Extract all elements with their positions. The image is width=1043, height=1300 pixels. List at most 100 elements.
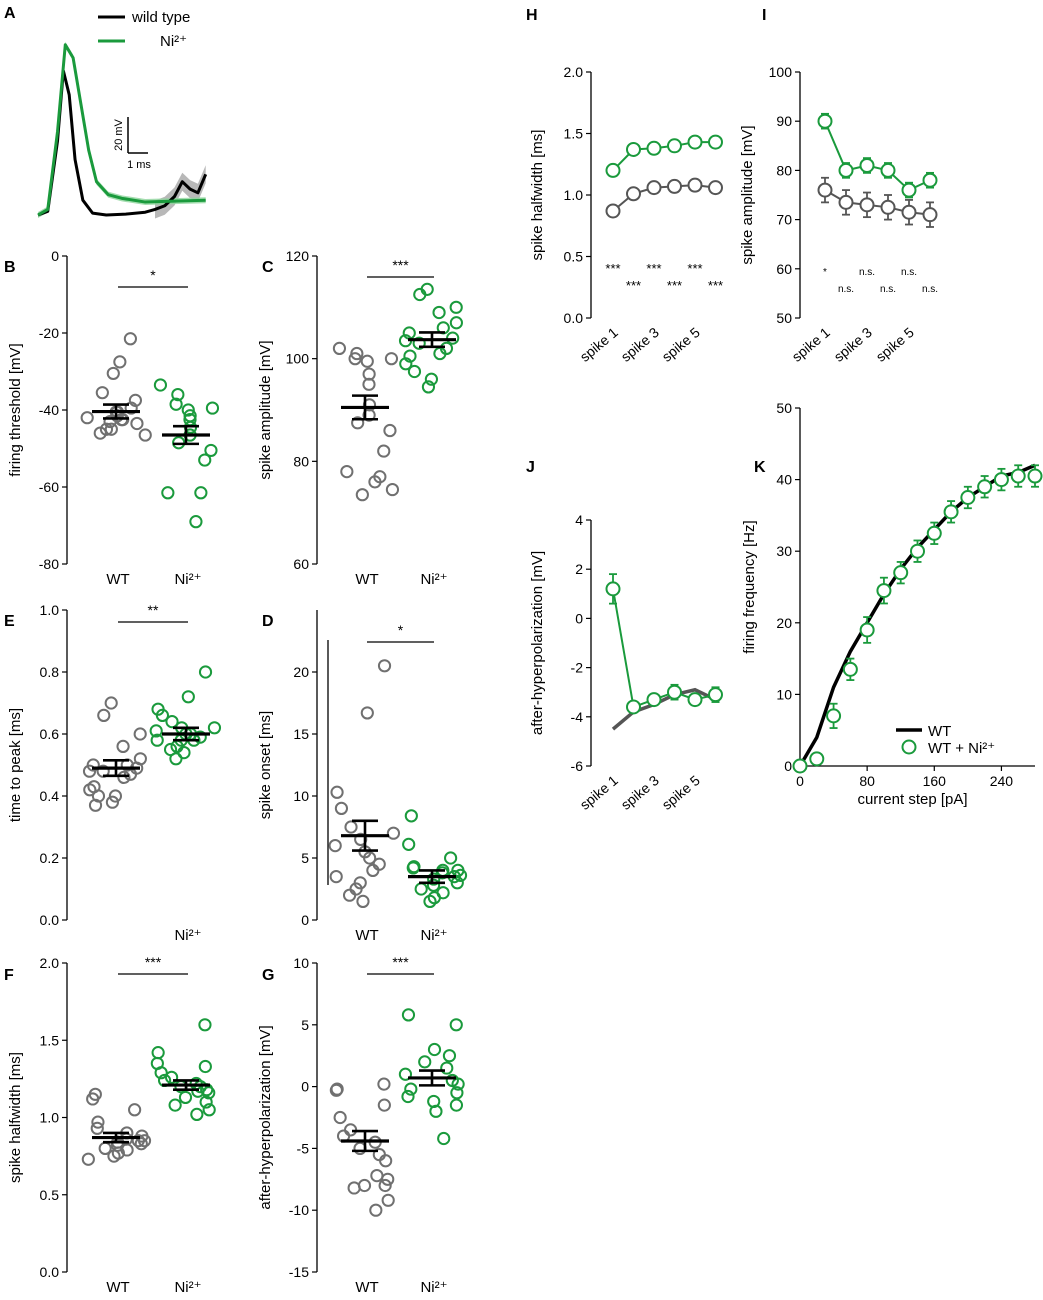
x-tick-label: 80 (859, 773, 875, 789)
data-point (108, 789, 123, 803)
y-tick-label: -80 (39, 556, 59, 572)
data-point (605, 581, 621, 597)
scalebar-h-label: 1 ms (127, 159, 151, 171)
data-point (164, 1070, 179, 1084)
data-point (105, 795, 120, 809)
data-point (687, 177, 703, 193)
data-point (378, 1178, 392, 1193)
data-point (605, 203, 621, 219)
data-point (440, 1061, 454, 1075)
data-point (401, 1008, 416, 1022)
data-point (687, 134, 703, 150)
y-tick-label: 5 (301, 850, 309, 866)
data-point (910, 543, 925, 559)
y-tick-label: 40 (776, 472, 792, 488)
trace-line (37, 43, 206, 217)
data-point (901, 182, 917, 198)
stat-label: *** (626, 278, 641, 293)
panel-letter: G (262, 967, 274, 984)
data-point (406, 861, 420, 875)
y-tick-label: -6 (571, 758, 584, 774)
panel-letter: A (4, 5, 16, 22)
category-label: Ni²⁺ (420, 571, 447, 588)
data-point (792, 758, 808, 774)
data-point (117, 770, 131, 785)
panel-B: B -80 -60 -40 -20 0 firing threshold [mV] * WT Ni… (4, 248, 220, 588)
significance-stars: *** (145, 954, 162, 970)
y-tick-label: 0.5 (40, 1187, 60, 1203)
data-point (153, 378, 168, 392)
data-point (366, 863, 380, 878)
panel-letter: B (4, 259, 16, 276)
y-tick-label: -20 (39, 325, 59, 341)
data-point (190, 1107, 204, 1122)
data-point (368, 475, 382, 489)
data-point (401, 1089, 415, 1104)
y-axis-label: spike amplitude [mV] (257, 340, 274, 479)
y-tick-label: 80 (293, 453, 309, 469)
data-point (377, 659, 392, 673)
data-point (893, 565, 909, 581)
category-label: WT (106, 571, 129, 588)
panel-J: J -6 -4 -2 0 2 4 after-hyperpolarization [mV] sp… (526, 459, 723, 813)
panel-letter: J (526, 459, 535, 476)
data-point (379, 1154, 393, 1168)
data-point (385, 482, 400, 497)
panel-E: E 0.0 0.2 0.4 0.6 0.8 1.0 time to peak [ms] ** Ni… (4, 602, 222, 944)
data-point (332, 341, 347, 355)
series-line (824, 120, 931, 192)
data-point (155, 708, 170, 723)
significance-stars: ** (148, 602, 159, 618)
data-point (1010, 468, 1026, 484)
y-tick-label: 2.0 (40, 955, 60, 971)
data-point (421, 380, 436, 394)
stat-label: * (823, 267, 827, 278)
y-tick-label: 0.0 (564, 310, 584, 326)
series-line (612, 588, 716, 709)
data-point (450, 876, 464, 890)
data-point (414, 882, 428, 896)
data-point (922, 172, 938, 188)
category-label: Ni²⁺ (174, 571, 201, 588)
stat-label: n.s. (880, 284, 896, 295)
data-point (449, 316, 463, 330)
y-tick-label: 0.5 (564, 249, 584, 265)
panel-letter: E (4, 613, 15, 630)
x-tick-label: spike 5 (659, 324, 703, 365)
y-tick-label: 15 (293, 726, 309, 742)
x-tick-label: spike 3 (618, 324, 662, 365)
data-point (432, 305, 446, 320)
data-point (88, 798, 103, 812)
y-axis-label: spike halfwidth [ms] (529, 130, 546, 261)
y-tick-label: 60 (293, 556, 309, 572)
sem-band (155, 165, 206, 219)
significance-stars: *** (392, 954, 409, 970)
x-axis-label: current step [pA] (857, 791, 967, 808)
y-axis-label: spike amplitude [mV] (739, 125, 756, 264)
category-label: WT (355, 571, 378, 588)
x-tick-label: 0 (796, 773, 804, 789)
y-tick-label: 30 (776, 543, 792, 559)
legend-label: wild type (131, 9, 190, 26)
data-point (993, 472, 1009, 488)
stat-label: *** (605, 261, 620, 276)
data-point (348, 352, 362, 366)
data-point (168, 1098, 182, 1112)
data-point (859, 157, 875, 173)
y-tick-label: 4 (575, 512, 583, 528)
data-point (130, 416, 144, 431)
data-point (90, 1121, 104, 1135)
y-tick-label: 100 (286, 351, 310, 367)
data-point (605, 162, 621, 178)
data-point (424, 372, 439, 386)
data-point (412, 336, 426, 350)
data-point (817, 113, 833, 129)
data-point (809, 751, 825, 767)
data-point (626, 186, 641, 202)
data-point (93, 426, 107, 440)
data-point (370, 1168, 384, 1183)
y-tick-label: 0 (301, 1079, 309, 1095)
y-tick-label: 120 (286, 248, 310, 264)
panel-letter: H (526, 7, 538, 24)
data-point (86, 1092, 100, 1106)
